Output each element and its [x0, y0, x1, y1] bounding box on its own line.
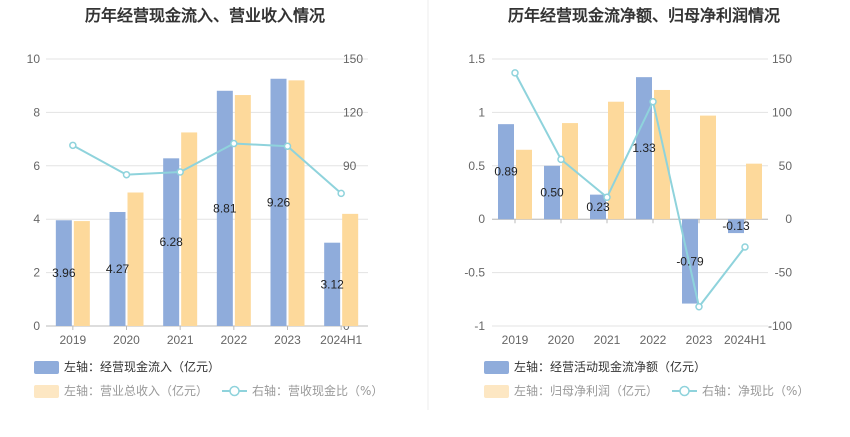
bar-经营活动现金流净额 — [544, 165, 560, 220]
x-axis-category-label: 2023 — [274, 333, 301, 347]
bar-归母净利润 — [608, 101, 624, 220]
bar-营业总收入 — [181, 132, 198, 326]
bar-营业总收入 — [127, 192, 144, 326]
line-point-营收现金比 — [283, 142, 292, 150]
legend-swatch — [34, 361, 59, 374]
bar-data-label: 9.26 — [267, 195, 291, 209]
right-axis-tick: 120 — [343, 105, 363, 119]
x-axis-category-label: 2024H1 — [724, 333, 766, 347]
legend-label: 左轴：经营活动现金流净额（亿元） — [514, 359, 706, 374]
left-axis-tick: 4 — [33, 212, 40, 226]
bar-data-label: -0.79 — [676, 254, 704, 268]
right-axis-tick: 50 — [779, 159, 793, 173]
left-axis-tick: 10 — [27, 52, 41, 66]
x-axis-category-label: 2020 — [548, 333, 575, 347]
line-净现比 — [514, 72, 746, 310]
right-axis-tick: 0 — [785, 212, 792, 226]
bar-data-label: 3.96 — [52, 266, 76, 280]
net-cashflow-profit-chart: 历年经营现金流净额、归母净利润情况 -1 -0.5 0 0.5 1 1.5 -100 -50 0 5… — [464, 6, 809, 398]
left-axis-tick: 6 — [33, 159, 40, 173]
legend-label: 左轴：归母净利润（亿元） — [514, 383, 658, 398]
left-axis-tick: 0.5 — [468, 159, 485, 173]
x-axis-category-label: 2022 — [220, 333, 247, 347]
bar-经营活动现金流净额 — [498, 124, 514, 220]
left-axis-tick: 0 — [33, 319, 40, 333]
left-axis-tick: -1 — [474, 319, 485, 333]
left-axis-tick: -0.5 — [464, 266, 485, 280]
legend-swatch — [484, 385, 509, 398]
right-axis-tick: -100 — [768, 319, 792, 333]
bar-data-label: 6.28 — [159, 235, 183, 249]
legend-swatch — [34, 385, 59, 398]
right-axis-tick: 90 — [343, 159, 357, 173]
line-point-净现比 — [649, 97, 657, 106]
left-axis-tick: 2 — [33, 266, 40, 280]
bar-经营现金流入 — [270, 78, 287, 327]
left-axis-tick: 1 — [478, 105, 485, 119]
left-axis-tick: 0 — [478, 212, 485, 226]
x-axis-category-label: 2022 — [640, 333, 667, 347]
bar-归母净利润 — [562, 123, 578, 220]
line-point-营收现金比 — [69, 141, 77, 150]
bar-data-label: 0.50 — [540, 186, 564, 200]
x-axis-category-label: 2019 — [502, 333, 529, 347]
right-axis-tick: 100 — [772, 105, 792, 119]
x-axis-category-label: 2021 — [167, 333, 194, 347]
bar-归母净利润 — [746, 163, 762, 220]
line-营收现金比 — [72, 142, 342, 195]
chart-title: 历年经营现金流入、营业收入情况 — [85, 6, 325, 25]
bar-经营现金流入 — [55, 220, 72, 326]
line-point-净现比 — [741, 243, 749, 251]
bar-data-label: 0.23 — [586, 200, 610, 214]
line-point-营收现金比 — [122, 170, 131, 179]
bar-data-label: -0.13 — [722, 219, 750, 233]
line-point-营收现金比 — [230, 139, 238, 148]
legend-label: 左轴：经营现金流入（亿元） — [64, 359, 220, 374]
right-axis-tick: -50 — [775, 266, 793, 280]
line-point-营收现金比 — [337, 189, 345, 198]
line-point-营收现金比 — [176, 168, 184, 176]
left-axis-tick: 8 — [33, 105, 40, 119]
x-axis-category-label: 2021 — [594, 333, 621, 347]
bar-归母净利润 — [700, 115, 716, 220]
bar-营业总收入 — [73, 221, 90, 326]
chart-title: 历年经营现金流净额、归母净利润情况 — [508, 6, 780, 25]
left-axis-tick: 1.5 — [468, 52, 485, 66]
x-axis-category-label: 2020 — [113, 333, 140, 347]
cash-inflow-revenue-chart: 历年经营现金流入、营业收入情况0246810030609012015020192… — [27, 6, 383, 398]
x-axis-category-label: 2019 — [59, 333, 86, 347]
legend-swatch — [484, 361, 509, 374]
bar-经营活动现金流净额 — [590, 194, 606, 220]
bar-data-label: 0.89 — [494, 165, 518, 179]
legend-label: 右轴：净现比（%） — [702, 383, 809, 398]
bar-data-label: 3.12 — [320, 277, 344, 291]
line-point-净现比 — [603, 193, 611, 202]
bar-data-label: 1.33 — [632, 141, 656, 155]
bar-经营现金流入 — [163, 158, 180, 326]
line-point-净现比 — [695, 303, 703, 311]
legend-line-marker — [229, 385, 240, 397]
bar-营业总收入 — [234, 95, 251, 326]
bar-营业总收入 — [342, 213, 359, 326]
legend-line-marker — [679, 385, 690, 397]
line-point-净现比 — [557, 155, 565, 164]
bar-营业总收入 — [288, 80, 305, 326]
x-axis-category-label: 2023 — [686, 333, 713, 347]
bar-归母净利润 — [516, 149, 532, 220]
legend-label: 左轴：营业总收入（亿元） — [64, 383, 208, 398]
x-axis-category-label: 2024H1 — [320, 333, 362, 347]
legend-label: 右轴：营收现金比（%） — [252, 383, 383, 398]
bar-归母净利润 — [654, 89, 670, 220]
bar-经营现金流入 — [324, 242, 341, 326]
bar-data-label: 4.27 — [106, 262, 130, 276]
right-axis-tick: 150 — [772, 52, 792, 66]
right-axis-tick: 150 — [343, 52, 363, 66]
bar-经营现金流入 — [109, 211, 126, 326]
bar-经营活动现金流净额 — [728, 219, 744, 234]
line-point-净现比 — [511, 69, 519, 77]
bar-data-label: 8.81 — [213, 201, 237, 215]
